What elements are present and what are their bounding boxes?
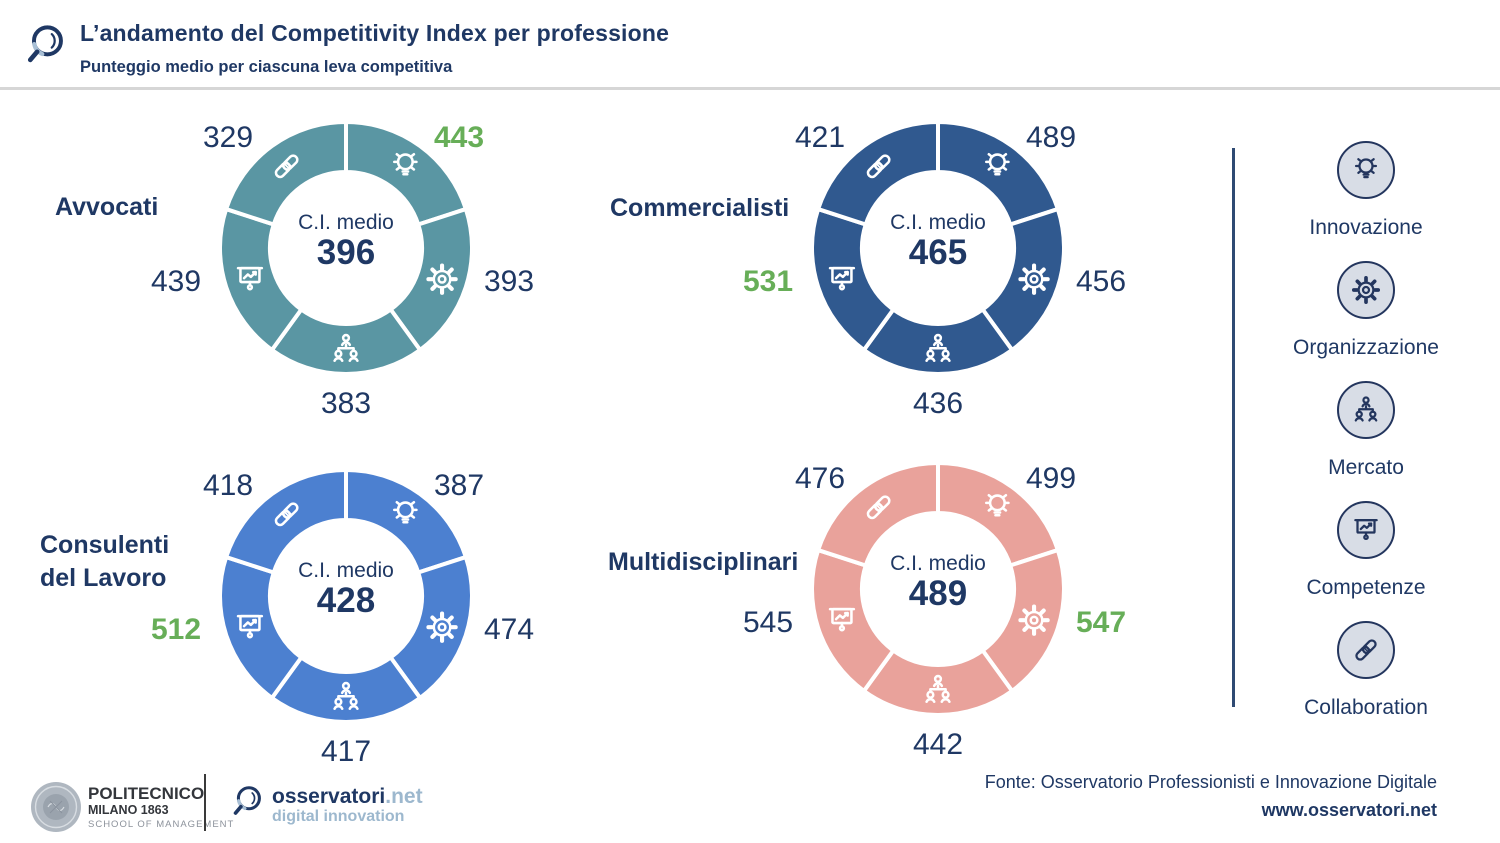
- value-label-competenze: 545: [742, 606, 794, 639]
- value-label-mercato: 417: [320, 735, 372, 768]
- value-label-collaboration: 329: [202, 121, 254, 154]
- donut-chart-consulenti-del-lavoro: [218, 467, 474, 724]
- value-label-organizzazione: 456: [1075, 265, 1127, 298]
- donut-chart-commercialisti: [810, 119, 1066, 376]
- website-url: www.osservatori.net: [1261, 800, 1437, 820]
- value-label-innovazione: 499: [1025, 462, 1077, 495]
- value-label-mercato: 383: [320, 387, 372, 420]
- osservatori-wordmark: osservatori.net: [272, 785, 423, 808]
- legend-label-mercato: Mercato: [1328, 456, 1404, 479]
- lightbulb-icon: [1356, 159, 1376, 177]
- legend-collaboration-circle: [1337, 621, 1395, 679]
- politecnico-milano: MILANO 1863: [88, 803, 169, 817]
- value-label-innovazione: 443: [433, 121, 485, 154]
- value-label-collaboration: 418: [202, 469, 254, 502]
- value-label-competenze: 512: [150, 613, 202, 646]
- legend-label-collaboration: Collaboration: [1304, 696, 1428, 719]
- gear-icon: [1354, 278, 1378, 302]
- osservatori-net-suffix: .net: [385, 785, 423, 808]
- profession-label: Avvocati: [55, 193, 159, 221]
- donut-chart-multidisciplinari: [810, 460, 1066, 717]
- page-subtitle: Punteggio medio per ciascuna leva compet…: [80, 58, 453, 76]
- value-label-collaboration: 421: [794, 121, 846, 154]
- ci-medio-label: C.I. medio: [298, 559, 394, 582]
- legend-organizzazione-circle: [1337, 261, 1395, 319]
- value-label-mercato: 442: [912, 728, 964, 761]
- legend-competenze-circle: [1337, 501, 1395, 559]
- value-label-mercato: 436: [912, 387, 964, 420]
- profession-label: Multidisciplinari: [608, 548, 799, 576]
- ci-medio-value: 465: [908, 233, 968, 272]
- profession-label: Commercialisti: [610, 194, 790, 222]
- presentation-chart-icon: [1355, 520, 1376, 539]
- osservatori-logo: osservatori.net digital innovation: [272, 786, 423, 826]
- source-text: Fonte: Osservatorio Professionisti e Inn…: [984, 772, 1437, 792]
- ci-medio-label: C.I. medio: [890, 552, 986, 575]
- value-label-organizzazione: 547: [1075, 606, 1127, 639]
- legend-divider: [1232, 148, 1235, 707]
- ci-medio-value: 489: [908, 574, 968, 613]
- donut-chart-avvocati: [218, 119, 474, 376]
- osservatori-tagline: digital innovation: [272, 808, 405, 825]
- politecnico-school: SCHOOL OF MANAGEMENT: [88, 819, 235, 830]
- legend-label-innovazione: Innovazione: [1309, 216, 1423, 239]
- legend-label-organizzazione: Organizzazione: [1293, 336, 1439, 359]
- ci-medio-label: C.I. medio: [890, 211, 986, 234]
- value-label-innovazione: 387: [433, 469, 485, 502]
- page-title: L’andamento del Competitivity Index per …: [80, 20, 670, 46]
- ci-medio-value: 396: [316, 233, 376, 272]
- header-divider: [0, 87, 1500, 90]
- handshake-icon: [1355, 639, 1377, 661]
- ci-medio-value: 428: [316, 581, 376, 620]
- value-label-competenze: 531: [742, 265, 794, 298]
- osservatori-magnifier-logo-icon: [226, 782, 268, 824]
- politecnico-seal-icon: [30, 781, 82, 833]
- org-people-icon: [1356, 398, 1376, 421]
- value-label-innovazione: 489: [1025, 121, 1077, 154]
- profession-label: Consulenti del Lavoro: [40, 531, 170, 592]
- value-label-organizzazione: 474: [483, 613, 535, 646]
- legend-mercato-circle: [1337, 381, 1395, 439]
- ci-medio-label: C.I. medio: [298, 211, 394, 234]
- politecnico-name: POLITECNICO: [88, 784, 205, 803]
- politecnico-logo: POLITECNICO MILANO 1863 SCHOOL OF MANAGE…: [88, 784, 234, 831]
- value-label-collaboration: 476: [794, 462, 846, 495]
- footer-logo-divider: [204, 774, 206, 831]
- magnifier-logo-icon: [18, 20, 72, 74]
- value-label-organizzazione: 393: [483, 265, 535, 298]
- legend-innovazione-circle: [1337, 141, 1395, 199]
- value-label-competenze: 439: [150, 265, 202, 298]
- legend-label-competenze: Competenze: [1306, 576, 1426, 599]
